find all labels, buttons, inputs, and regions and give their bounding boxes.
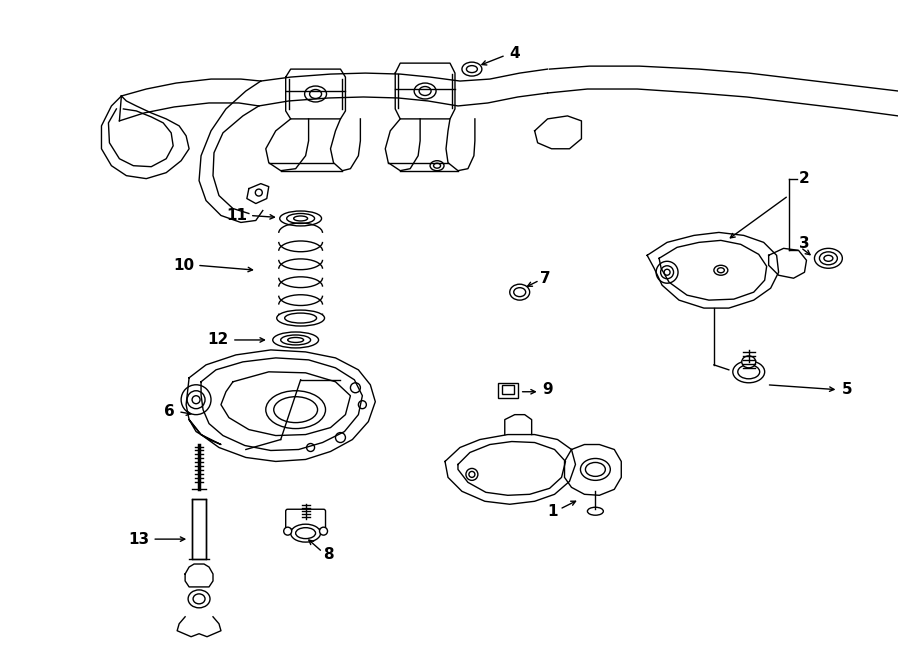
Ellipse shape <box>819 252 837 265</box>
Ellipse shape <box>296 527 316 539</box>
Ellipse shape <box>304 86 327 102</box>
Ellipse shape <box>310 89 321 98</box>
Text: 10: 10 <box>173 258 194 273</box>
Ellipse shape <box>181 385 211 414</box>
Text: 2: 2 <box>798 171 809 186</box>
Ellipse shape <box>742 356 756 368</box>
Ellipse shape <box>288 338 303 342</box>
FancyBboxPatch shape <box>498 383 518 398</box>
Ellipse shape <box>664 269 670 275</box>
Text: 3: 3 <box>798 236 809 251</box>
Ellipse shape <box>430 161 444 171</box>
Ellipse shape <box>192 396 200 404</box>
Ellipse shape <box>256 189 262 196</box>
Text: 12: 12 <box>208 332 229 348</box>
Ellipse shape <box>291 524 320 542</box>
Ellipse shape <box>187 391 205 408</box>
Ellipse shape <box>266 391 326 428</box>
Ellipse shape <box>656 261 678 283</box>
Text: 11: 11 <box>226 208 247 223</box>
Bar <box>192 499 206 559</box>
Ellipse shape <box>307 444 315 451</box>
Text: 9: 9 <box>543 382 553 397</box>
Text: 1: 1 <box>547 504 557 519</box>
Ellipse shape <box>281 335 310 345</box>
Ellipse shape <box>284 313 317 323</box>
Ellipse shape <box>280 211 321 226</box>
Ellipse shape <box>585 463 606 477</box>
Ellipse shape <box>814 249 842 268</box>
Ellipse shape <box>293 216 308 221</box>
FancyBboxPatch shape <box>285 509 326 529</box>
Ellipse shape <box>336 432 346 442</box>
Ellipse shape <box>419 87 431 95</box>
Ellipse shape <box>714 265 728 275</box>
Ellipse shape <box>514 288 526 297</box>
FancyBboxPatch shape <box>502 385 514 394</box>
Ellipse shape <box>273 332 319 348</box>
Text: 4: 4 <box>509 46 520 61</box>
Text: 6: 6 <box>165 404 176 419</box>
Ellipse shape <box>462 62 482 76</box>
Text: 7: 7 <box>540 271 550 286</box>
Ellipse shape <box>824 255 832 261</box>
Ellipse shape <box>274 397 318 422</box>
Text: 13: 13 <box>128 531 149 547</box>
Ellipse shape <box>466 65 477 73</box>
Ellipse shape <box>287 214 315 223</box>
Ellipse shape <box>284 527 292 535</box>
Ellipse shape <box>466 469 478 481</box>
Ellipse shape <box>738 365 760 379</box>
Ellipse shape <box>733 361 765 383</box>
Ellipse shape <box>414 83 436 99</box>
Ellipse shape <box>358 401 366 408</box>
Text: 8: 8 <box>323 547 334 562</box>
Ellipse shape <box>434 163 440 168</box>
Ellipse shape <box>276 310 325 326</box>
Ellipse shape <box>588 507 603 515</box>
Ellipse shape <box>717 268 725 273</box>
Ellipse shape <box>661 266 673 279</box>
Ellipse shape <box>469 471 475 477</box>
Ellipse shape <box>320 527 328 535</box>
Ellipse shape <box>350 383 360 393</box>
Ellipse shape <box>509 284 530 300</box>
Ellipse shape <box>194 594 205 604</box>
Ellipse shape <box>188 590 210 608</box>
Text: 5: 5 <box>842 382 852 397</box>
Ellipse shape <box>580 459 610 481</box>
